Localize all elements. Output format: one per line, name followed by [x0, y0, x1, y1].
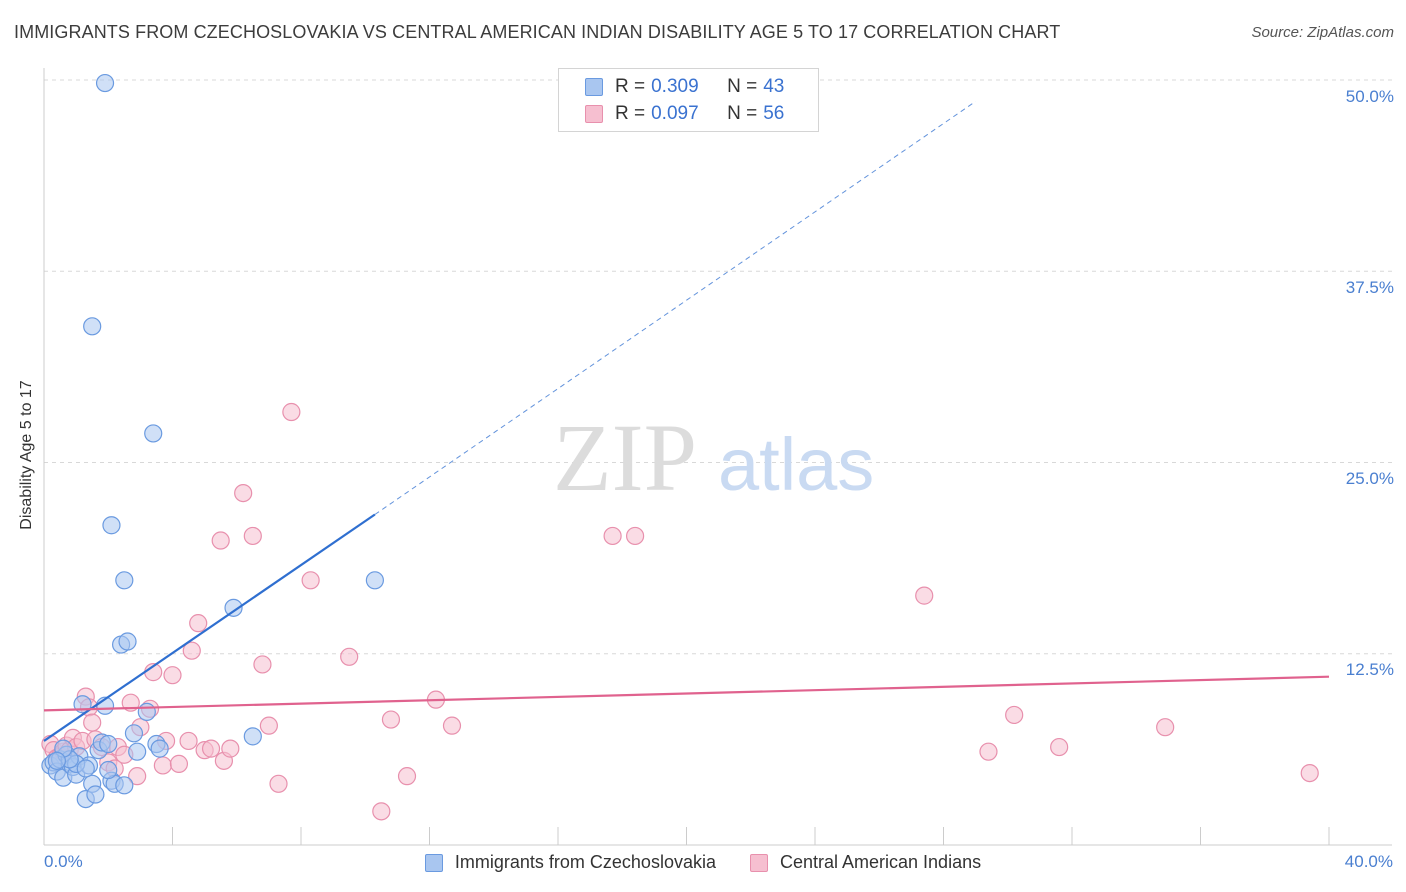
legend-row-pink: R = 0.097 N = 56: [585, 102, 784, 126]
grid-layer: [44, 79, 1392, 655]
pink-point: [1050, 737, 1069, 757]
y-axis-label: Disability Age 5 to 17: [18, 380, 35, 530]
blue-point: [137, 702, 156, 721]
blue-point: [102, 516, 121, 535]
blue-swatch: [585, 78, 603, 96]
blue-point: [76, 759, 95, 778]
blue-point: [124, 724, 144, 743]
pink-point: [243, 526, 262, 546]
x-tick-label-max: 40.0%: [1344, 852, 1393, 871]
pink-point: [189, 614, 208, 633]
blue-point: [83, 317, 102, 336]
y-tick-label: 25.0%: [1345, 469, 1394, 488]
blue-point: [86, 785, 105, 804]
legend-n-label: N =: [727, 76, 758, 97]
blue-point: [365, 571, 384, 590]
legend-row-blue: R = 0.309 N = 43: [585, 75, 784, 99]
blue-point: [115, 571, 134, 590]
pink-point: [259, 716, 278, 735]
source-label: Source: ZipAtlas.com: [1251, 24, 1394, 41]
pink-point: [128, 767, 147, 786]
axis-layer: [43, 68, 1392, 846]
series-legend: Immigrants from Czechoslovakia Central A…: [0, 852, 1406, 873]
pink-point: [83, 713, 102, 732]
pink-point: [1300, 763, 1319, 783]
blue-point: [118, 632, 137, 651]
y-tick-label: 37.5%: [1345, 278, 1394, 297]
legend-n-value: 56: [763, 103, 785, 124]
pink-point: [603, 526, 622, 546]
blue-point: [150, 739, 169, 758]
legend-r-label: R =: [615, 76, 646, 97]
pink-point: [301, 571, 320, 590]
pink-point: [625, 526, 645, 546]
pink-trendline: [43, 675, 1330, 712]
watermark-zip: ZIP: [553, 404, 697, 511]
pink-point: [234, 484, 253, 503]
blue-series: [41, 73, 384, 809]
pink-point: [397, 767, 417, 786]
pink-point: [1156, 718, 1175, 737]
watermark-atlas: atlas: [718, 423, 874, 506]
blue-point: [99, 734, 118, 754]
pink-point: [372, 802, 391, 821]
pink-point: [169, 754, 189, 774]
pink-point: [1005, 705, 1024, 725]
pink-point: [179, 731, 198, 751]
blue-point: [243, 727, 262, 746]
blue-point: [128, 742, 147, 761]
trend-layer: [43, 101, 1330, 742]
blue-trendline: [43, 513, 376, 742]
pink-point: [979, 742, 998, 761]
pink-point: [340, 647, 359, 666]
legend-r-value: 0.309: [651, 76, 699, 97]
legend-n-label: N =: [727, 103, 758, 124]
correlation-legend: R = 0.309 N = 43 R = 0.097 N = 56: [558, 68, 819, 132]
blue-point: [224, 598, 243, 617]
blue-swatch: [424, 853, 443, 872]
y-tick-label: 12.5%: [1345, 660, 1394, 679]
pink-point: [381, 710, 401, 729]
pink-point: [211, 531, 230, 550]
legend-item-central-american-indians[interactable]: Central American Indians: [749, 852, 982, 873]
pink-point: [253, 655, 272, 674]
pink-point: [201, 739, 221, 758]
y-tick-label: 50.0%: [1345, 87, 1394, 106]
blue-point: [95, 73, 115, 93]
blue-point: [115, 776, 134, 795]
pink-point: [269, 774, 288, 793]
legend-item-label: Central American Indians: [779, 852, 982, 872]
blue-trend-extension: [374, 101, 976, 515]
pink-swatch: [585, 105, 603, 123]
pink-point: [153, 756, 172, 775]
pink-point: [163, 666, 182, 685]
pink-point: [221, 739, 240, 758]
legend-item-label: Immigrants from Czechoslovakia: [454, 852, 716, 872]
legend-item-czechoslovakia[interactable]: Immigrants from Czechoslovakia: [424, 852, 716, 873]
pink-point: [282, 402, 301, 422]
chart-title: IMMIGRANTS FROM CZECHOSLOVAKIA VS CENTRA…: [14, 22, 1061, 42]
legend-r-value: 0.097: [651, 103, 699, 124]
legend-r-label: R =: [615, 103, 646, 124]
blue-point: [144, 424, 163, 443]
pink-point: [915, 586, 934, 605]
blue-point: [99, 760, 118, 780]
pink-point: [182, 641, 201, 660]
pink-swatch: [749, 853, 768, 872]
legend-n-value: 43: [763, 76, 785, 97]
x-tick-label-min: 0.0%: [44, 852, 83, 871]
pink-point: [442, 716, 462, 735]
blue-point: [47, 751, 66, 770]
